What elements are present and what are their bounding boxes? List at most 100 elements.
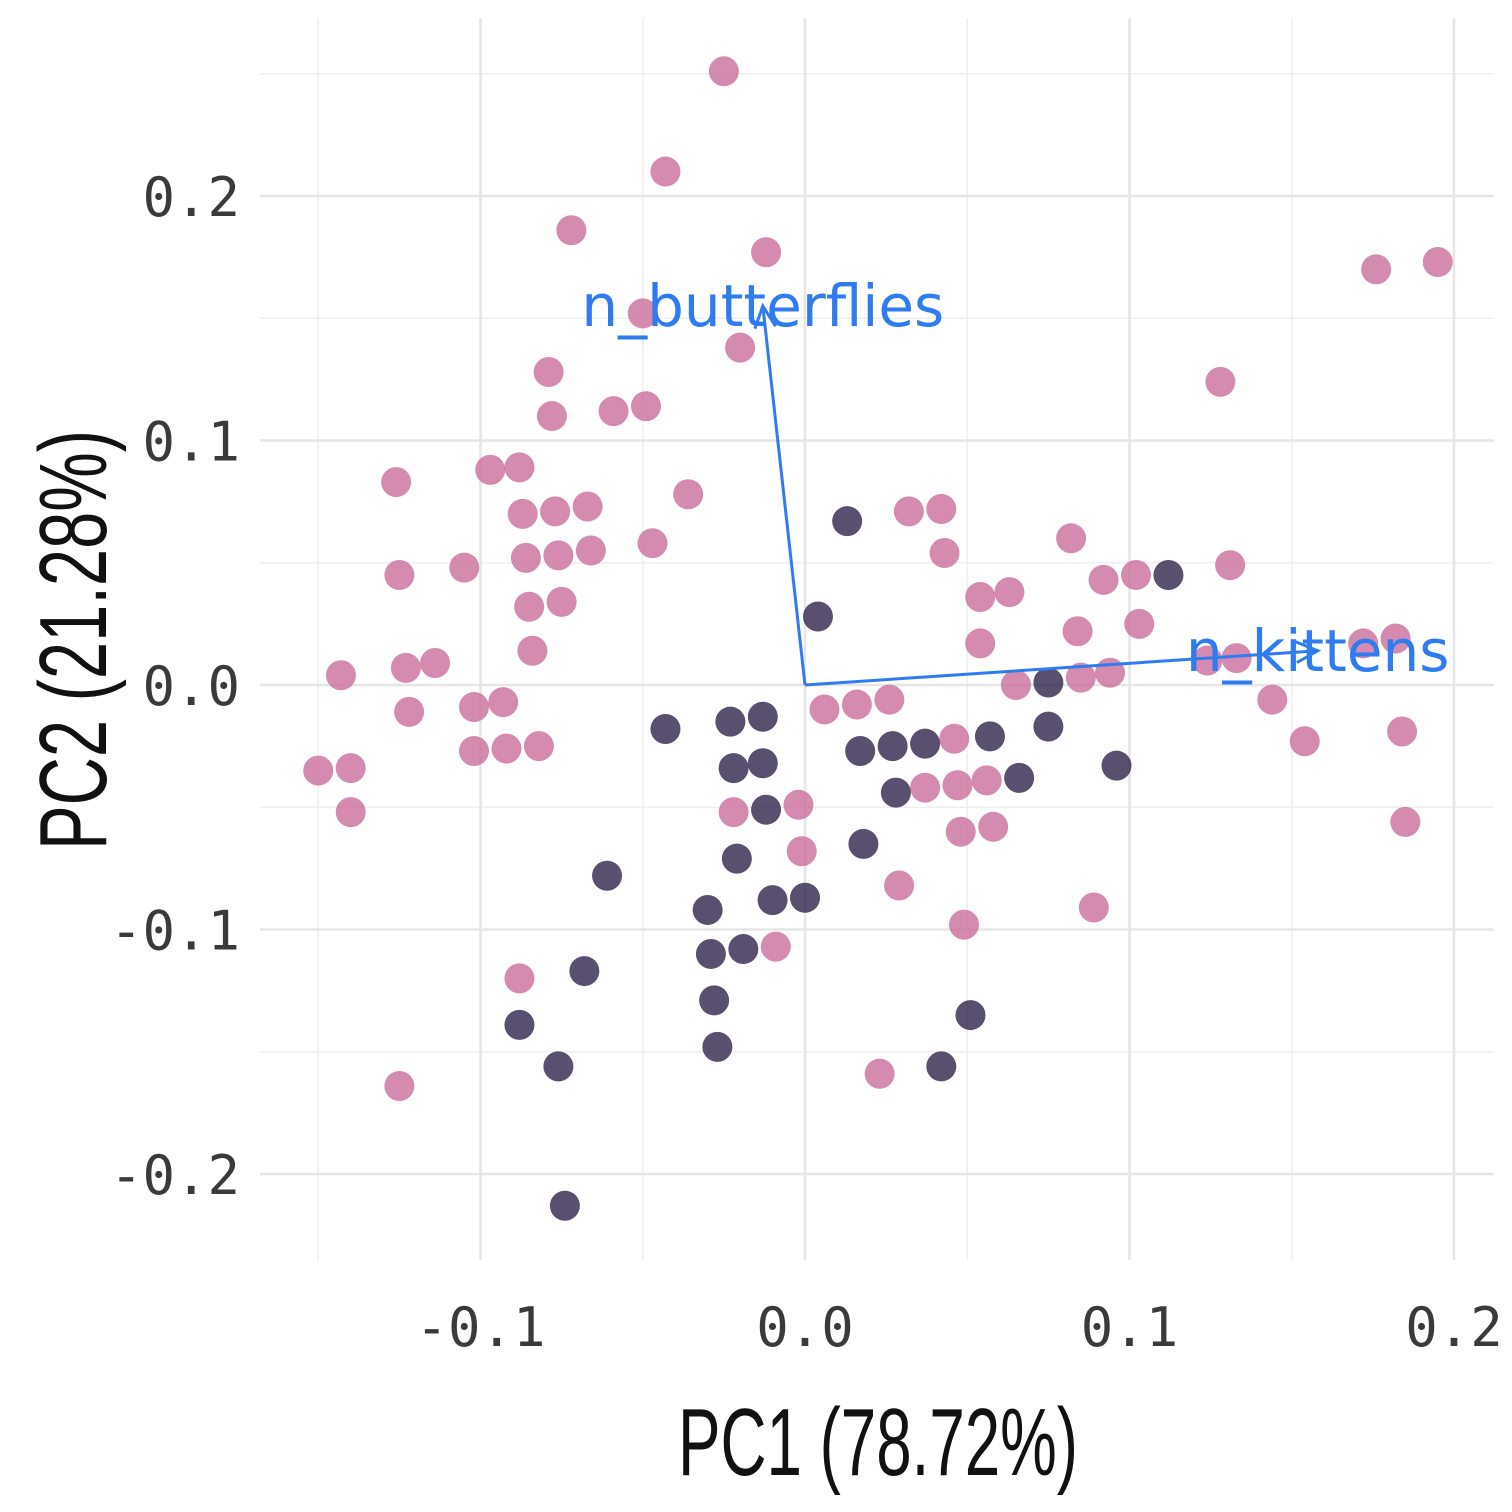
- data-point: [1078, 892, 1109, 923]
- data-point: [848, 828, 879, 859]
- data-point: [384, 1070, 415, 1101]
- data-point: [783, 789, 814, 820]
- data-point: [514, 591, 545, 622]
- data-point: [1257, 684, 1288, 715]
- data-point: [459, 692, 490, 723]
- data-point: [504, 963, 535, 994]
- data-point: [926, 493, 957, 524]
- data-point: [926, 1051, 957, 1082]
- data-point: [650, 156, 681, 187]
- data-point: [543, 1051, 574, 1082]
- data-point: [540, 496, 571, 527]
- data-point: [971, 765, 1002, 796]
- x-axis-title: PC1 (78.72%): [678, 1389, 1078, 1496]
- data-point: [1153, 559, 1184, 590]
- data-point: [335, 797, 366, 828]
- data-point: [702, 1031, 733, 1062]
- data-point: [802, 601, 833, 632]
- data-point: [384, 559, 415, 590]
- data-point: [809, 694, 840, 725]
- data-point: [910, 728, 941, 759]
- loading-arrow-head: [1294, 640, 1322, 664]
- data-point: [630, 391, 661, 422]
- data-point: [1422, 247, 1453, 278]
- data-point: [747, 748, 778, 779]
- data-point: [459, 736, 490, 767]
- data-point: [1004, 762, 1035, 793]
- grid: [260, 18, 1494, 1260]
- data-point: [546, 586, 577, 617]
- data-point: [637, 528, 668, 559]
- data-point: [949, 909, 980, 940]
- data-point: [475, 454, 506, 485]
- data-point: [751, 794, 782, 825]
- data-point: [978, 811, 1009, 842]
- data-point: [757, 885, 788, 916]
- data-point: [390, 652, 421, 683]
- data-point: [1215, 550, 1246, 581]
- data-point: [747, 701, 778, 732]
- data-point: [504, 452, 535, 483]
- data-point: [692, 894, 723, 925]
- data-point: [549, 1190, 580, 1221]
- data-point: [543, 540, 574, 571]
- data-point: [533, 357, 564, 388]
- data-points: [303, 56, 1453, 1221]
- data-point: [864, 1058, 895, 1089]
- y-tick-label: 0.0: [142, 655, 240, 718]
- data-point: [536, 401, 567, 432]
- data-point: [718, 797, 749, 828]
- data-point: [708, 56, 739, 87]
- data-point: [504, 1009, 535, 1040]
- data-point: [942, 770, 973, 801]
- data-point: [939, 723, 970, 754]
- x-tick-label: -0.1: [415, 1296, 545, 1359]
- data-point: [507, 498, 538, 529]
- loading-arrow-line: [761, 305, 807, 686]
- data-point: [488, 687, 519, 718]
- y-tick-label: -0.1: [110, 900, 240, 963]
- data-point: [945, 816, 976, 847]
- data-point: [1095, 657, 1126, 688]
- data-point: [449, 552, 480, 583]
- data-point: [845, 736, 876, 767]
- data-point: [880, 777, 911, 808]
- data-point: [893, 496, 924, 527]
- data-point: [695, 938, 726, 969]
- data-point: [650, 714, 681, 745]
- data-point: [841, 689, 872, 720]
- data-point: [715, 706, 746, 737]
- data-point: [1120, 559, 1151, 590]
- data-point: [1221, 643, 1252, 674]
- data-point: [874, 684, 905, 715]
- data-point: [965, 581, 996, 612]
- y-tick-label: 0.2: [142, 166, 240, 229]
- data-point: [994, 577, 1025, 608]
- data-point: [955, 1000, 986, 1031]
- data-point: [929, 537, 960, 568]
- data-point: [699, 985, 730, 1016]
- data-point: [1124, 608, 1155, 639]
- data-point: [394, 696, 425, 727]
- data-point: [673, 479, 704, 510]
- data-point: [974, 721, 1005, 752]
- data-point: [910, 772, 941, 803]
- data-point: [569, 956, 600, 987]
- data-point: [760, 931, 791, 962]
- data-point: [1033, 667, 1064, 698]
- data-point: [572, 491, 603, 522]
- data-point: [790, 882, 820, 913]
- data-point: [517, 635, 548, 666]
- data-point: [1390, 806, 1421, 837]
- loading-arrows: n_butterflies n_kittens: [581, 272, 1450, 687]
- data-point: [718, 753, 749, 784]
- y-axis-title: PC2 (21.28%): [20, 430, 127, 850]
- data-point: [523, 731, 554, 762]
- data-point: [598, 396, 629, 427]
- data-point: [1289, 726, 1320, 757]
- data-point: [965, 628, 996, 659]
- data-point: [1361, 254, 1392, 285]
- data-point: [575, 535, 606, 566]
- data-point: [877, 731, 908, 762]
